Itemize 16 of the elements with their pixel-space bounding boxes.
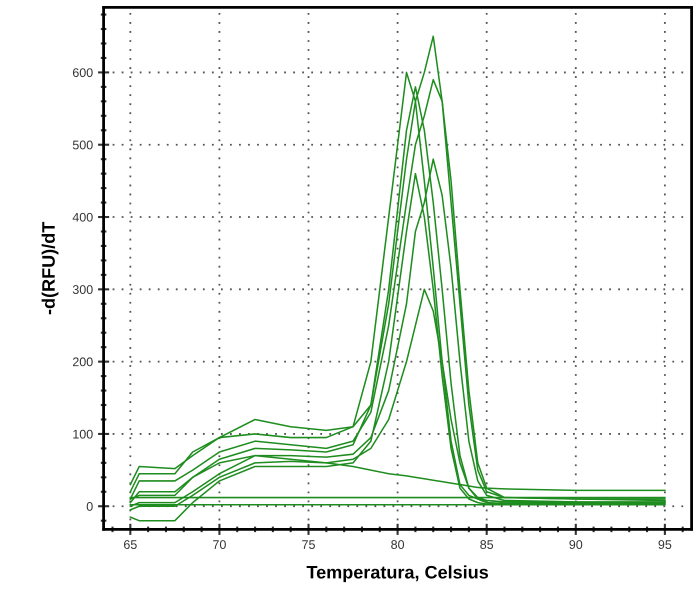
x-tick-label: 80 [391, 540, 404, 549]
y-axis-title: -d(RFU)/dT [42, 222, 58, 314]
y-tick-label: 200 [72, 357, 93, 366]
x-tick-label: 85 [480, 540, 494, 549]
y-tick-label: 100 [73, 430, 93, 439]
x-tick-label: 70 [213, 540, 226, 549]
y-tick-label: 300 [72, 285, 93, 294]
x-tick-label: 65 [124, 540, 137, 549]
y-tick-label: 600 [72, 68, 93, 78]
y-tick-label: 400 [72, 212, 93, 222]
x-tick-label: 90 [569, 540, 582, 549]
y-tick-label: 500 [72, 140, 93, 150]
x-tick-label: 95 [658, 540, 672, 549]
x-axis-title: Temperatura, Celsius [306, 565, 488, 582]
y-tick-label: 0 [86, 502, 93, 511]
x-tick-label: 75 [302, 540, 315, 549]
